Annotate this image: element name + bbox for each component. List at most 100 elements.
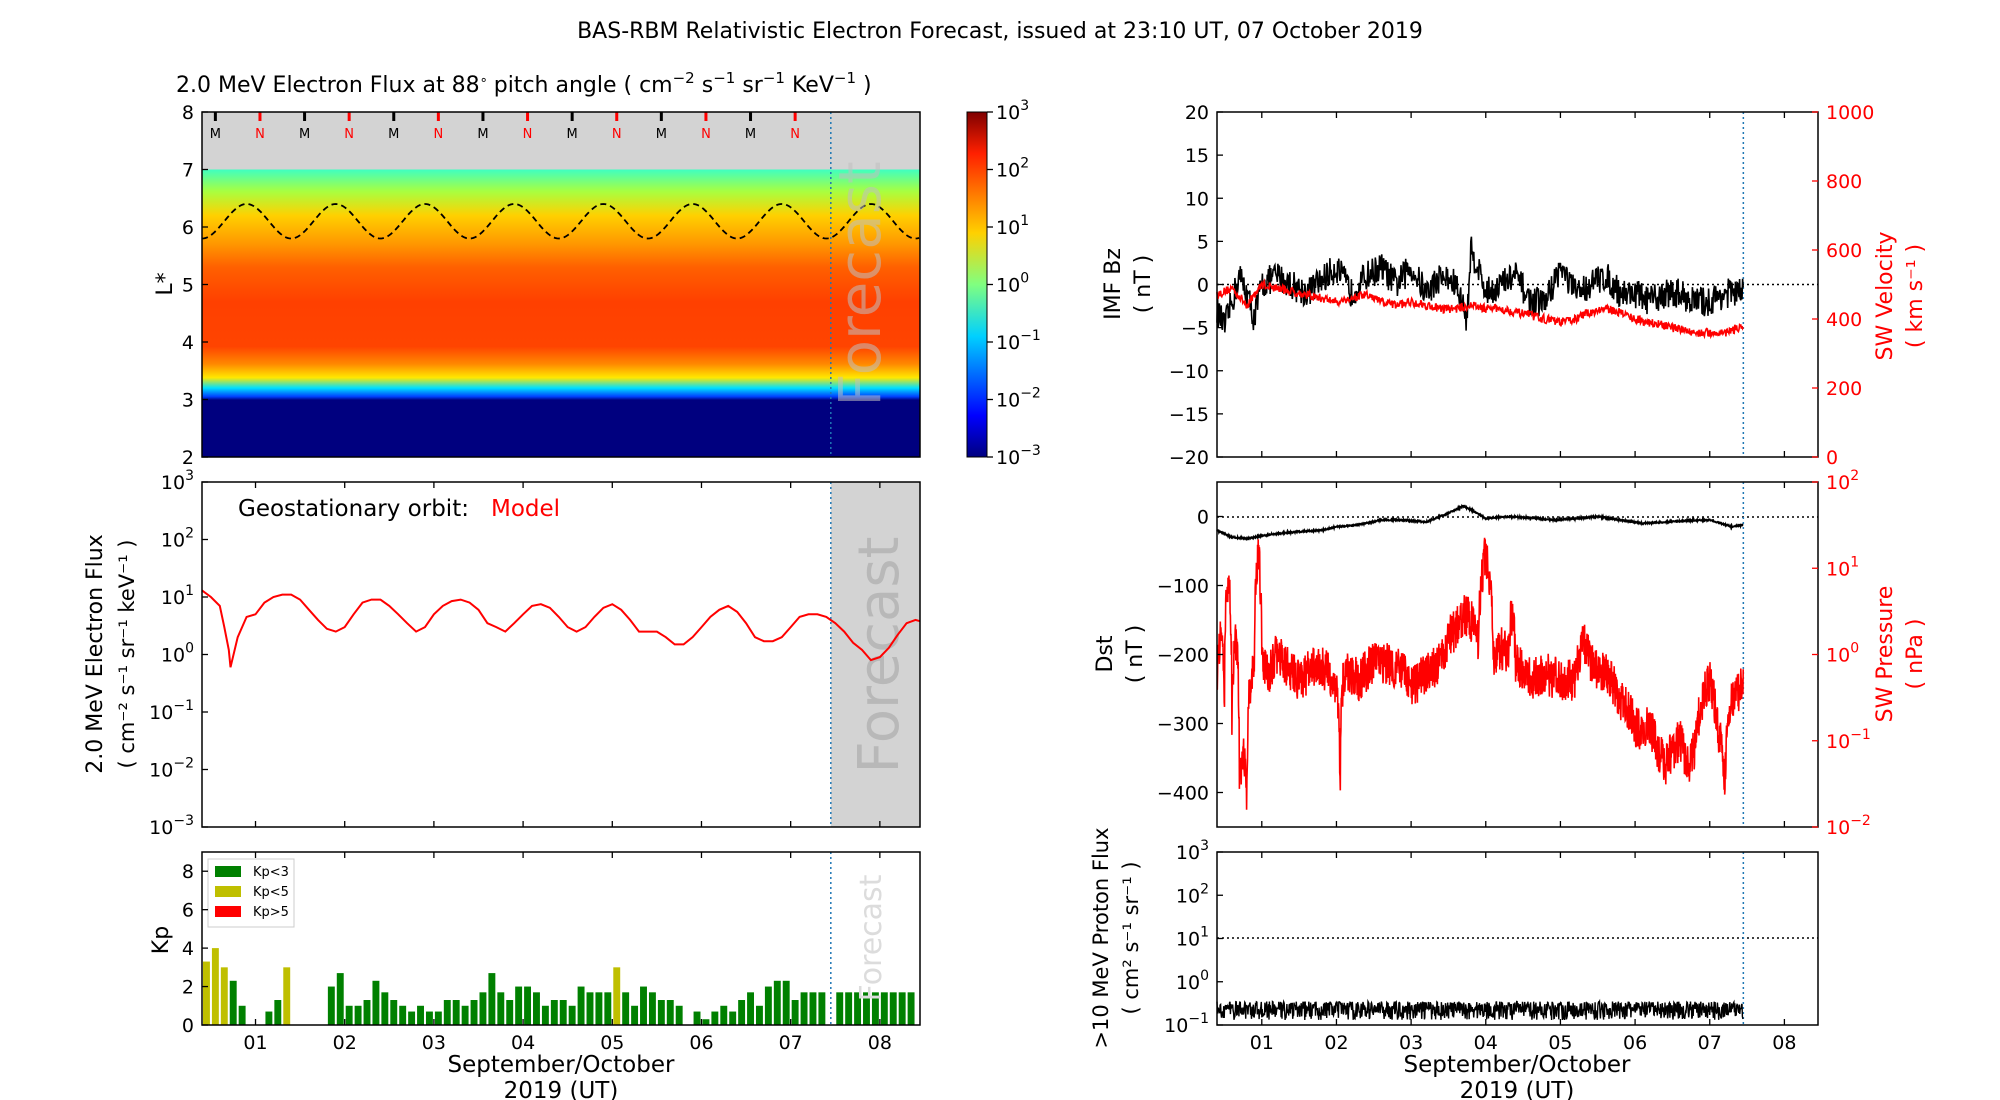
- x-tick-label: 02: [1324, 1032, 1348, 1054]
- colorbar-ticks: 103 102 101 100 10−1 10−2 10−3: [987, 98, 1041, 469]
- sw-pressure-line: [1216, 537, 1744, 810]
- kp-bar: [488, 973, 496, 1025]
- imf-ylabel-line2: ( nT ): [1131, 255, 1156, 314]
- x-tick-label: 08: [1772, 1032, 1796, 1054]
- y-tick-label: 103: [996, 98, 1029, 124]
- y-tick-label: 103: [1176, 838, 1209, 864]
- kp-bar: [283, 967, 291, 1025]
- y-tick-label: 100: [1826, 641, 1859, 667]
- kp-legend-swatch-high: [215, 906, 241, 917]
- mn-marker: N: [255, 127, 265, 142]
- kp-legend-low: Kp<3: [253, 865, 289, 880]
- x-tick-label: 06: [689, 1032, 713, 1054]
- y-tick-label: 0: [1197, 507, 1209, 529]
- kp-bar: [675, 1005, 683, 1025]
- kp-bar: [381, 992, 389, 1025]
- dst-panel: 0 −100 −200 −300 −400 102 101 100 10−1 10−2 Dst (…: [1093, 468, 1928, 839]
- y-tick-label: 5: [1197, 231, 1209, 253]
- kp-bar: [559, 1000, 567, 1025]
- x-tick-label: 02: [333, 1032, 357, 1054]
- mn-marker: N: [701, 127, 711, 142]
- y-tick-label: −10: [1169, 361, 1209, 383]
- y-tick-label: 10−1: [149, 698, 194, 724]
- proton-ylabel-line2: ( cm² s⁻¹ sr⁻¹ ): [1119, 861, 1143, 1014]
- y-tick-label: 103: [161, 468, 194, 494]
- forecast-watermark: Forecast: [826, 161, 894, 406]
- mn-marker: M: [299, 127, 310, 142]
- x-tick-label: 01: [1250, 1032, 1274, 1054]
- x-tick-label: 01: [243, 1032, 267, 1054]
- y-tick-label-right: 800: [1826, 171, 1862, 193]
- kp-bar: [755, 1005, 763, 1025]
- sw-velocity-ylabel-line2: ( km s⁻¹ ): [1903, 244, 1928, 348]
- y-tick-label-right: 200: [1826, 378, 1862, 400]
- kp-bar: [711, 1011, 719, 1025]
- kp-bar: [434, 1011, 442, 1025]
- geo-ylabel-line2: ( cm⁻² s⁻¹ sr⁻¹ keV⁻¹ ): [115, 540, 139, 769]
- y-tick-label-right: 0: [1826, 447, 1838, 469]
- kp-bar: [586, 992, 594, 1025]
- dst-ylabel-line2: ( nT ): [1123, 625, 1148, 684]
- y-tick-label: −200: [1157, 645, 1209, 667]
- kp-bar: [880, 992, 888, 1025]
- kp-bar: [595, 992, 603, 1025]
- right-xlabel-line1: September/October: [1404, 1052, 1631, 1078]
- kp-bar: [666, 1000, 674, 1025]
- y-tick-label: −5: [1181, 318, 1209, 340]
- x-tick-label: 08: [868, 1032, 892, 1054]
- kp-bar: [238, 1005, 246, 1025]
- kp-bar: [622, 992, 630, 1025]
- spectrogram-ylabel: L*: [153, 272, 178, 295]
- kp-bar: [764, 986, 772, 1025]
- y-tick-label: 15: [1185, 145, 1209, 167]
- kp-bar: [220, 967, 228, 1025]
- y-tick-label: −20: [1169, 447, 1209, 469]
- sw-pressure-ylabel-line1: SW Pressure: [1873, 586, 1898, 723]
- y-tick-label: 10−1: [1826, 727, 1871, 753]
- imf-bz-line: [1216, 236, 1744, 333]
- kp-bar: [836, 992, 844, 1025]
- kp-bar: [738, 1000, 746, 1025]
- kp-bar: [577, 986, 585, 1025]
- y-tick-label: 7: [182, 160, 194, 182]
- imf-axes: 20 15 10 5 0 −5 −10 −15 −20 1000 800 600 400 200 0: [1169, 102, 1874, 469]
- kp-ylabel: Kp: [149, 926, 174, 954]
- kp-bar: [809, 992, 817, 1025]
- mn-marker: N: [612, 127, 622, 142]
- kp-bar: [363, 1000, 371, 1025]
- proton-panel: 103 102 101 100 10−1 01 02 03 04 05 06 07 08 >10 MeV…: [1089, 827, 1819, 1100]
- mn-marker: N: [344, 127, 354, 142]
- kp-bar: [729, 1011, 737, 1025]
- spectrogram-y-axis: 2 3 4 5 6 7 8: [182, 102, 208, 469]
- kp-legend-mid: Kp<5: [253, 885, 289, 900]
- kp-bar: [408, 1011, 416, 1025]
- kp-bar: [417, 1005, 424, 1025]
- kp-bar: [604, 992, 612, 1025]
- y-tick-label: 100: [1176, 968, 1209, 994]
- kp-bar: [773, 980, 781, 1025]
- imf-panel: 20 15 10 5 0 −5 −10 −15 −20 1000 800 600 400 200 0 IMF…: [1101, 102, 1928, 469]
- kp-bar: [211, 948, 219, 1025]
- y-tick-label: 3: [182, 390, 194, 412]
- x-tick-label: 07: [1698, 1032, 1722, 1054]
- kp-y-axis: 0 2 4 6 8: [182, 861, 208, 1037]
- kp-bars: [203, 948, 915, 1025]
- kp-bar: [863, 992, 870, 1025]
- y-tick-label: 8: [182, 861, 194, 883]
- y-tick-label: 20: [1185, 102, 1209, 124]
- y-tick-label: 2: [182, 977, 194, 999]
- kp-bar: [791, 1000, 799, 1025]
- mn-marker: M: [388, 127, 399, 142]
- kp-bar: [203, 961, 210, 1025]
- mn-marker: N: [433, 127, 443, 142]
- kp-bar: [265, 1011, 273, 1025]
- x-tick-label: 03: [422, 1032, 446, 1054]
- spectrogram-title: 2.0 MeV Electron Flux at 88∘ pitch angle …: [176, 69, 872, 98]
- y-tick-label: 10−1: [1164, 1011, 1209, 1037]
- kp-bar: [613, 967, 621, 1025]
- sw-velocity-ylabel-line1: SW Velocity: [1873, 231, 1898, 360]
- kp-frame: [201, 851, 921, 1026]
- y-tick-label: 0: [182, 1015, 194, 1037]
